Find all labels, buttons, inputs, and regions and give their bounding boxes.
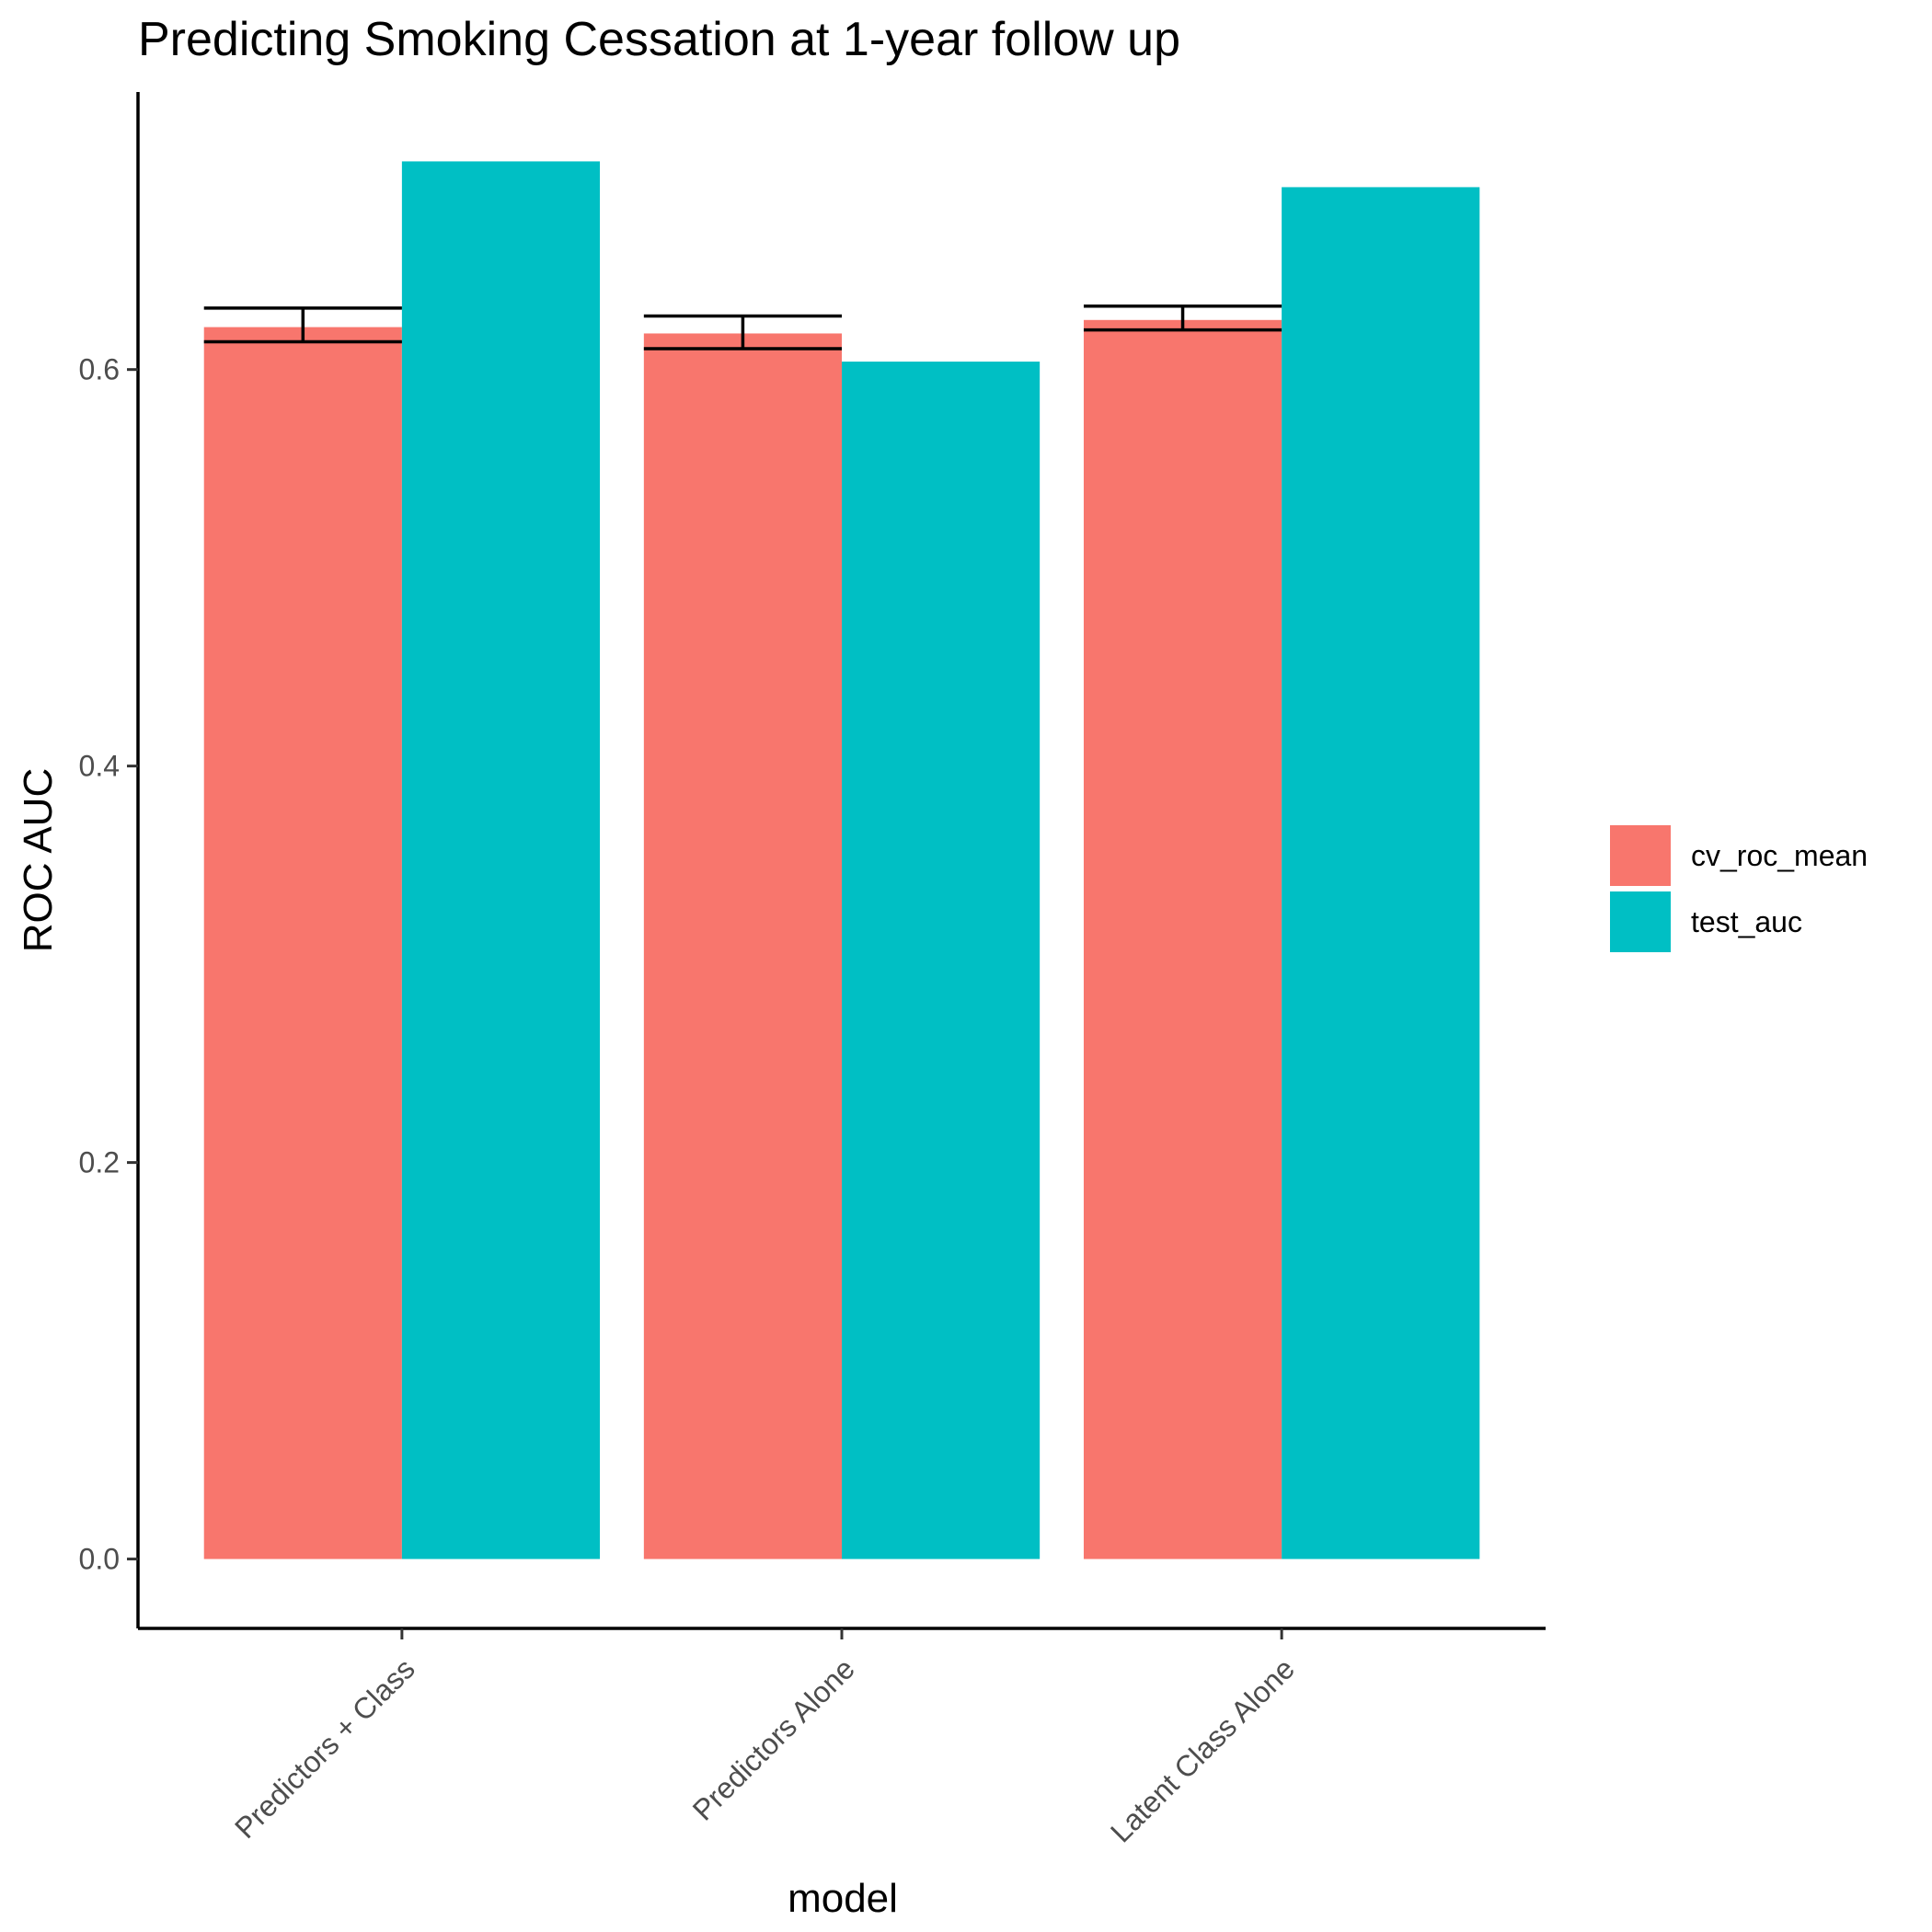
legend-key-cv_roc_mean xyxy=(1610,825,1671,886)
legend-item-cv_roc_mean: cv_roc_mean xyxy=(1610,825,1868,886)
y-tick-label: 0.2 xyxy=(79,1146,120,1179)
errorbars-layer xyxy=(203,304,1282,351)
bar-test_auc-1 xyxy=(842,362,1041,1559)
y-tick-label: 0.0 xyxy=(79,1543,120,1576)
bars-layer xyxy=(203,161,1480,1559)
x-tick-label: Predictors Alone xyxy=(686,1651,861,1826)
bar-test_auc-0 xyxy=(401,161,601,1559)
legend-label: test_auc xyxy=(1691,905,1802,938)
errorbar-cv_roc_mean-1 xyxy=(643,314,842,351)
bar-cv_roc_mean-0 xyxy=(203,327,402,1559)
y-tick-label: 0.6 xyxy=(79,353,120,386)
legend: cv_roc_mean test_auc xyxy=(1610,825,1868,952)
x-axis-title: model xyxy=(788,1876,898,1921)
x-tick-label: Predictors + Class xyxy=(228,1651,421,1845)
bar-cv_roc_mean-2 xyxy=(1083,319,1282,1559)
legend-label: cv_roc_mean xyxy=(1691,839,1868,872)
legend-key-test_auc xyxy=(1610,891,1671,952)
y-axis-title: ROC AUC xyxy=(16,768,61,952)
chart-title: Predicting Smoking Cessation at 1-year f… xyxy=(138,13,1180,66)
errorbar-cv_roc_mean-0 xyxy=(203,306,402,344)
x-tick-label: Latent Class Alone xyxy=(1104,1651,1301,1848)
y-tick-label: 0.4 xyxy=(79,750,120,783)
errorbar-cv_roc_mean-2 xyxy=(1083,304,1282,332)
bar-test_auc-2 xyxy=(1282,187,1480,1559)
legend-item-test_auc: test_auc xyxy=(1610,891,1802,952)
bar-cv_roc_mean-1 xyxy=(643,333,842,1559)
